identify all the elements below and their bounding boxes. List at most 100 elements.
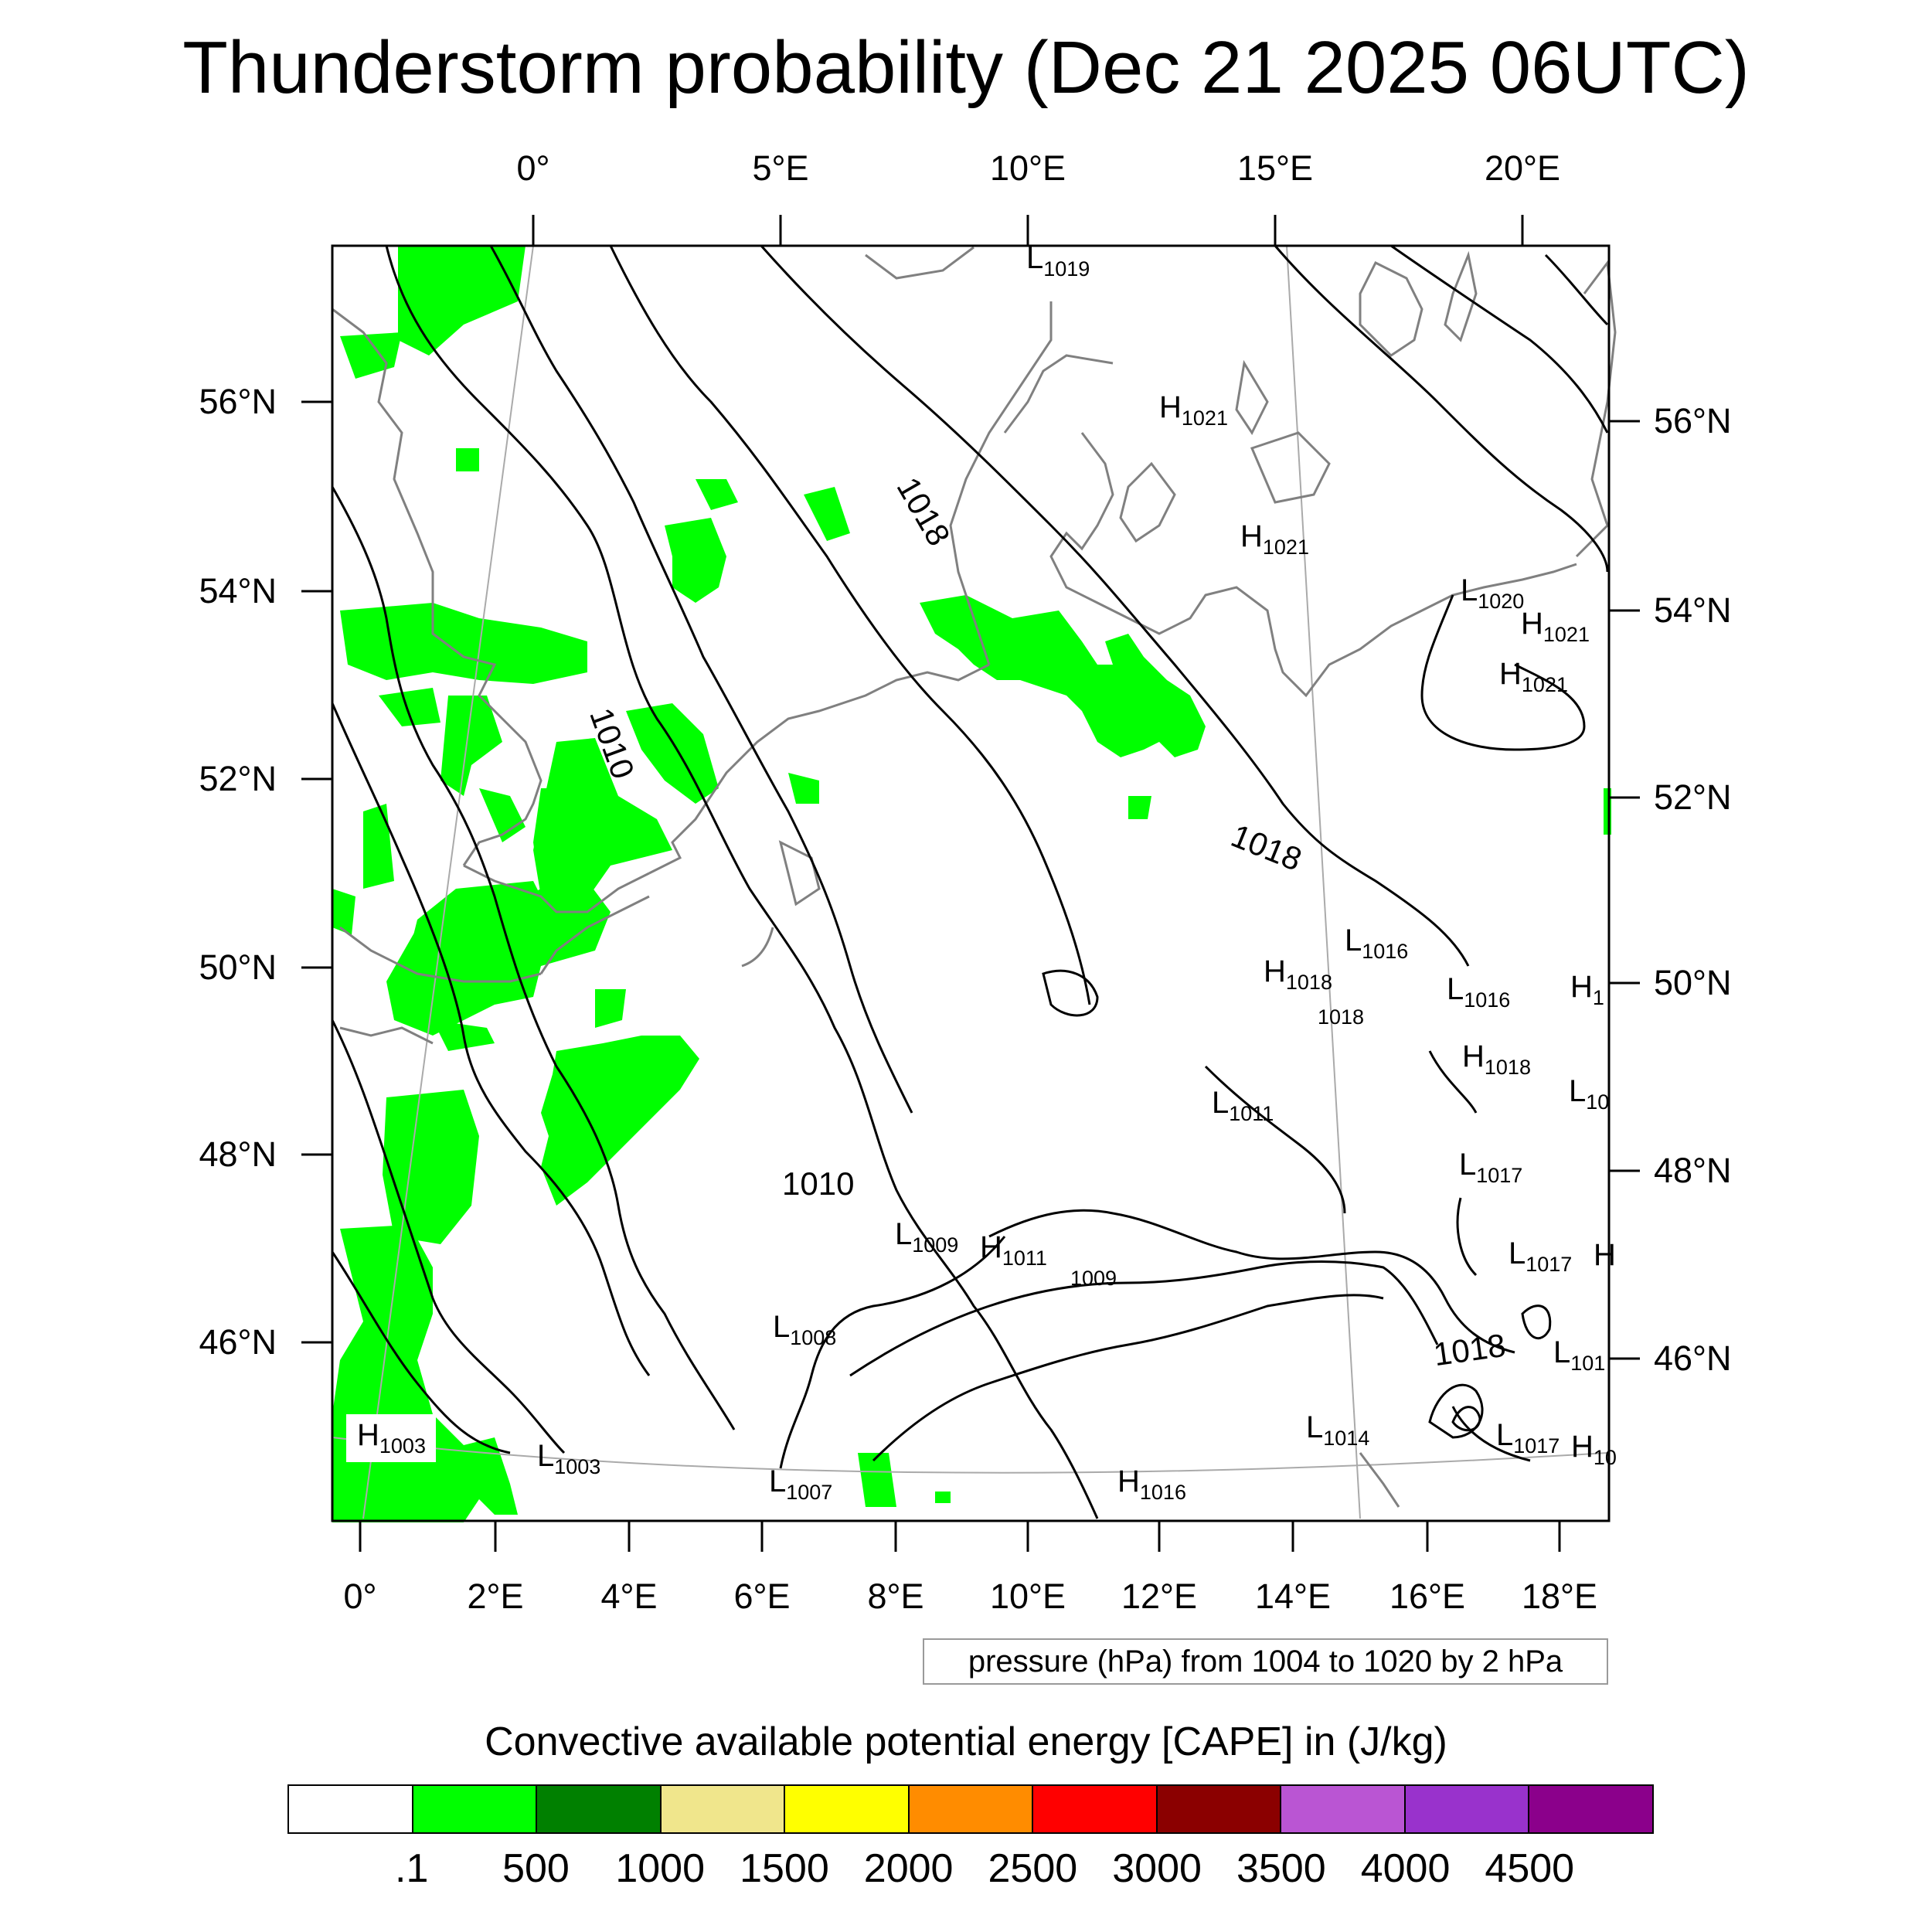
pressure-center-type: L (1212, 1086, 1230, 1120)
pressure-center-value: 1014 (1323, 1427, 1370, 1450)
lon-label-top: 20°E (1484, 148, 1561, 188)
coastlines (332, 246, 1617, 1508)
pressure-center-value: 1003 (554, 1455, 601, 1478)
pressure-center-label: H1021 (1499, 657, 1568, 702)
pressure-center-type: H (1462, 1039, 1485, 1073)
pressure-center-label: H1021 (1521, 607, 1590, 651)
pressure-center-value: 1007 (786, 1481, 833, 1504)
pressure-center-label: H1003 (357, 1418, 426, 1463)
pressure-center-type: H (1594, 1238, 1616, 1272)
lat-label-left: 52°N (199, 759, 277, 798)
colorbar-label: 500 (502, 1846, 570, 1891)
lat-label-right: 54°N (1654, 590, 1732, 630)
colorbar-label: 1500 (740, 1846, 829, 1891)
pressure-center-value: 10 (1586, 1090, 1610, 1114)
map-frame (331, 244, 1611, 1522)
lon-label-top: 10°E (989, 148, 1066, 188)
pressure-center-value: 1011 (1002, 1247, 1047, 1270)
pressure-center-type: H (1521, 607, 1543, 641)
h1003-box (346, 1414, 436, 1462)
pressure-center-label: L1016 (1447, 972, 1510, 1017)
colorbar-label: 3500 (1236, 1846, 1326, 1891)
pressure-center-value: 1017 (1476, 1164, 1523, 1187)
lon-label-bottom: 4°E (600, 1577, 658, 1616)
colorbar-label: .1 (395, 1846, 429, 1891)
colorbar-swatch (537, 1786, 662, 1832)
pressure-center-label: L1019 (1026, 241, 1090, 286)
colorbar-label: 4000 (1360, 1846, 1451, 1891)
pressure-center-value: 1018 (1318, 1005, 1365, 1029)
colorbar-label: 2000 (863, 1846, 954, 1891)
pressure-center-label: L1007 (769, 1464, 832, 1509)
colorbar-swatch (1157, 1786, 1282, 1832)
contour-info-box: pressure (hPa) from 1004 to 1020 by 2 hP… (923, 1638, 1608, 1685)
colorbar-swatch (289, 1786, 413, 1832)
pressure-center-label: L1017 (1496, 1418, 1560, 1463)
pressure-center-value: 1016 (1464, 988, 1511, 1012)
lon-label-bottom: 2°E (467, 1577, 524, 1616)
colorbar-label: 4500 (1485, 1846, 1575, 1891)
pressure-center-value: 1019 (1043, 257, 1090, 281)
pressure-center-label: H1018 (1462, 1039, 1531, 1084)
contour-label: 1010 (782, 1165, 855, 1202)
pressure-center-label: L101 (1553, 1335, 1605, 1380)
pressure-center-label: L10 (1569, 1074, 1609, 1119)
colorbar-swatch (413, 1786, 538, 1832)
pressure-center-type: L (1306, 1410, 1324, 1444)
lon-label-bottom: 16°E (1389, 1577, 1466, 1616)
pressure-center-value: 1021 (1521, 673, 1568, 696)
pressure-center-type: H (1264, 954, 1286, 988)
pressure-center-value: 1016 (1139, 1481, 1186, 1504)
lat-label-right: 48°N (1654, 1151, 1732, 1190)
pressure-center-value: 1021 (1543, 623, 1590, 646)
lat-label-right: 52°N (1654, 777, 1732, 817)
graticule (332, 245, 1608, 1519)
isobars (331, 244, 1609, 1519)
pressure-center-type: H (1499, 657, 1522, 691)
pressure-center-label: 1009 (1070, 1250, 1117, 1295)
colorbar-label: 3000 (1112, 1846, 1202, 1891)
lon-label-bottom: 12°E (1121, 1577, 1198, 1616)
pressure-center-type: H (1240, 519, 1263, 553)
pressure-center-type: L (1509, 1236, 1526, 1270)
colorbar-swatch (909, 1786, 1034, 1832)
pressure-center-value: 1021 (1262, 536, 1309, 559)
colorbar-swatch (785, 1786, 910, 1832)
pressure-center-value: 10 (1593, 1446, 1617, 1469)
pressure-center-type: H (1570, 970, 1593, 1004)
colorbar-swatch (1405, 1786, 1530, 1832)
pressure-center-type: H (1117, 1464, 1140, 1498)
pressure-center-type: L (895, 1217, 913, 1251)
pressure-center-value: 1009 (1070, 1267, 1117, 1290)
lat-label-left: 46°N (199, 1322, 277, 1362)
colorbar-title: Convective available potential energy [C… (485, 1719, 1447, 1764)
pressure-center-value: 1008 (790, 1326, 837, 1349)
lon-label-bottom: 0° (343, 1577, 377, 1616)
pressure-center-label: H1 (1570, 970, 1604, 1015)
pressure-center-type: H (357, 1418, 379, 1452)
pressure-center-type: H (1159, 390, 1182, 424)
colorbar-swatch (1033, 1786, 1158, 1832)
pressure-center-type: L (769, 1464, 787, 1498)
lon-label-bottom: 18°E (1521, 1577, 1598, 1616)
lat-label-left: 48°N (199, 1134, 277, 1174)
pressure-center-label: H1011 (980, 1230, 1047, 1275)
pressure-center-value: 1021 (1181, 406, 1228, 430)
colorbar (287, 1784, 1654, 1834)
pressure-center-type: L (1461, 573, 1478, 607)
pressure-center-value: 1011 (1229, 1102, 1274, 1125)
pressure-center-value: 101 (1570, 1352, 1606, 1375)
pressure-center-type: L (1345, 923, 1362, 957)
pressure-center-type: L (1459, 1148, 1477, 1182)
pressure-center-label: H1021 (1159, 390, 1228, 435)
lat-label-right: 56°N (1654, 401, 1732, 440)
pressure-center-value: 1018 (1484, 1056, 1531, 1079)
pressure-center-label: L1016 (1345, 923, 1408, 968)
pressure-center-label: L1017 (1509, 1236, 1572, 1281)
pressure-center-type: L (773, 1310, 791, 1344)
lat-label-right: 46°N (1654, 1338, 1732, 1378)
lat-label-left: 50°N (199, 947, 277, 987)
pressure-center-value: 1017 (1513, 1434, 1560, 1458)
pressure-center-label: L1017 (1459, 1148, 1522, 1192)
pressure-center-label: H1021 (1240, 519, 1309, 564)
